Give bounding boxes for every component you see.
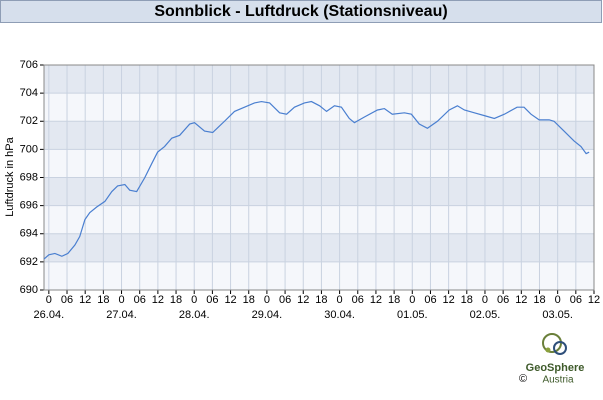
x-tick-label: 0 [555, 294, 561, 306]
day-label: 29.04. [252, 309, 283, 321]
data-line [43, 100, 590, 260]
band [44, 177, 594, 206]
x-tick-label: 12 [443, 294, 455, 306]
band [44, 233, 594, 262]
x-tick-label: 18 [388, 294, 400, 306]
x-tick-label: 12 [370, 294, 382, 306]
day-label: 28.04. [179, 309, 210, 321]
y-tick-label: 694 [20, 228, 38, 240]
logo-ring [553, 341, 567, 355]
y-tick-label: 704 [20, 87, 38, 99]
x-tick-label: 06 [279, 294, 291, 306]
y-tick-label: 690 [20, 284, 38, 296]
logo-dot [545, 347, 551, 353]
logo [542, 333, 567, 355]
x-tick-label: 18 [97, 294, 109, 306]
y-tick-label: 700 [20, 143, 38, 155]
x-tick-label: 06 [134, 294, 146, 306]
copyright: © [519, 373, 527, 385]
day-label: 30.04. [324, 309, 355, 321]
day-label: 03.05. [542, 309, 573, 321]
band [44, 149, 594, 178]
y-tick-label: 696 [20, 200, 38, 212]
band [44, 205, 594, 234]
x-tick-label: 0 [118, 294, 124, 306]
x-tick-label: 12 [152, 294, 164, 306]
x-tick-label: 18 [461, 294, 473, 306]
x-tick-label: 0 [409, 294, 415, 306]
y-tick-label: 698 [20, 171, 38, 183]
x-tick-label: 18 [243, 294, 255, 306]
band [44, 121, 594, 150]
y-axis-label: Luftdruck in hPa [4, 136, 16, 216]
x-tick-label: 12 [79, 294, 91, 306]
day-label: 26.04. [34, 309, 65, 321]
band [44, 261, 594, 290]
day-label: 01.05. [397, 309, 428, 321]
band [44, 93, 594, 122]
day-label: 02.05. [470, 309, 501, 321]
x-tick-label: 18 [533, 294, 545, 306]
x-tick-label: 12 [297, 294, 309, 306]
chart-title: Sonnblick - Luftdruck (Stationsniveau) [154, 3, 447, 20]
x-tick-label: 06 [570, 294, 582, 306]
y-tick-label: 692 [20, 256, 38, 268]
x-tick-label: 18 [315, 294, 327, 306]
x-tick-label: 06 [352, 294, 364, 306]
y-tick-label: 702 [20, 115, 38, 127]
x-tick-label: 0 [482, 294, 488, 306]
plot-frame [43, 64, 595, 291]
x-tick-label: 0 [264, 294, 270, 306]
x-tick-label: 0 [191, 294, 197, 306]
x-tick-label: 12 [515, 294, 527, 306]
day-label: 27.04. [106, 309, 137, 321]
x-tick-label: 12 [588, 294, 600, 306]
logo-subtext: Austria [542, 375, 574, 386]
x-tick-label: 06 [206, 294, 218, 306]
x-tick-label: 0 [337, 294, 343, 306]
x-tick-label: 06 [497, 294, 509, 306]
y-tick-label: 706 [20, 59, 38, 71]
x-tick-label: 0 [46, 294, 52, 306]
logo-text: GeoSphere [526, 362, 585, 374]
x-tick-label: 18 [170, 294, 182, 306]
x-tick-label: 06 [61, 294, 73, 306]
x-tick-label: 12 [224, 294, 236, 306]
band [44, 65, 594, 94]
x-tick-label: 06 [424, 294, 436, 306]
title-bar [0, 0, 602, 23]
